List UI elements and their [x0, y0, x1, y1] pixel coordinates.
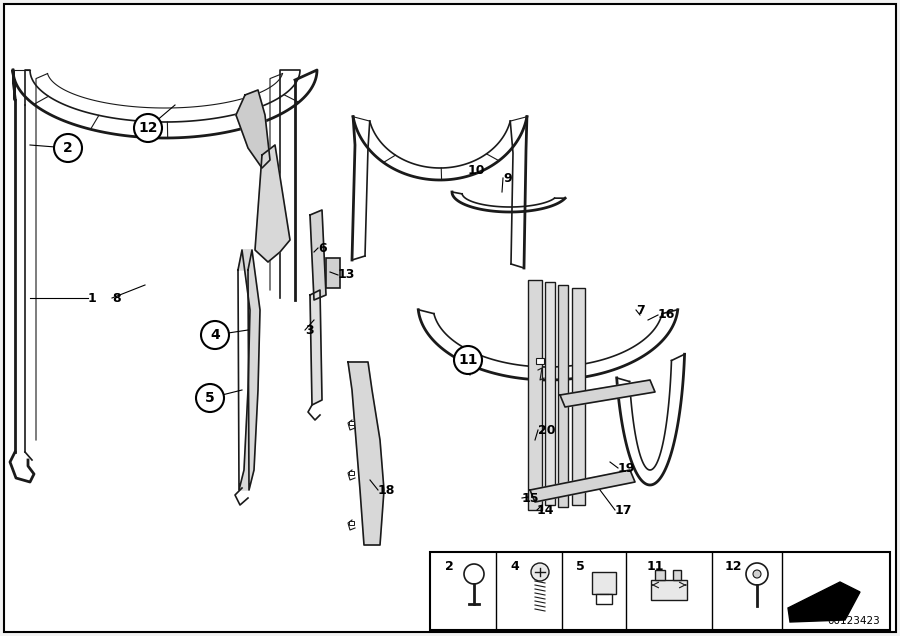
Bar — [651, 580, 687, 600]
Text: 5: 5 — [576, 560, 584, 573]
Text: 14: 14 — [537, 504, 554, 516]
Text: 9: 9 — [503, 172, 511, 184]
Bar — [430, 552, 890, 630]
Polygon shape — [310, 290, 322, 405]
Text: 16: 16 — [658, 308, 675, 322]
Polygon shape — [788, 582, 860, 622]
Text: 19: 19 — [618, 462, 635, 474]
Bar — [655, 570, 665, 580]
Polygon shape — [242, 250, 260, 310]
Circle shape — [746, 563, 768, 585]
Bar — [326, 258, 340, 288]
Bar — [536, 358, 544, 364]
Bar — [673, 570, 681, 580]
Text: 17: 17 — [615, 504, 633, 516]
Polygon shape — [530, 470, 635, 502]
Text: 2: 2 — [63, 141, 73, 155]
Text: 20: 20 — [538, 424, 555, 436]
Text: 12: 12 — [724, 560, 742, 573]
Bar — [349, 471, 354, 475]
Text: 4: 4 — [510, 560, 519, 573]
Polygon shape — [310, 210, 326, 300]
Text: 1: 1 — [88, 291, 97, 305]
Bar — [349, 521, 354, 525]
Polygon shape — [255, 145, 290, 262]
Text: 8: 8 — [112, 291, 121, 305]
Bar — [349, 421, 354, 425]
Bar — [528, 280, 542, 510]
Circle shape — [454, 346, 482, 374]
Polygon shape — [238, 250, 252, 270]
Bar — [545, 282, 555, 505]
Polygon shape — [348, 362, 384, 545]
Text: 10: 10 — [468, 163, 485, 177]
Text: 00123423: 00123423 — [827, 616, 880, 626]
Circle shape — [201, 321, 229, 349]
Circle shape — [54, 134, 82, 162]
Text: 18: 18 — [378, 483, 395, 497]
Circle shape — [134, 114, 162, 142]
Bar — [558, 285, 568, 507]
Text: 12: 12 — [139, 121, 158, 135]
Polygon shape — [248, 310, 260, 390]
Polygon shape — [236, 90, 270, 168]
Text: 7: 7 — [636, 303, 644, 317]
Polygon shape — [560, 380, 655, 407]
Circle shape — [753, 570, 761, 578]
Bar — [592, 572, 616, 594]
Text: 5: 5 — [205, 391, 215, 405]
Text: 6: 6 — [318, 242, 327, 254]
Polygon shape — [239, 470, 254, 490]
Polygon shape — [244, 390, 258, 470]
Bar — [596, 594, 612, 604]
Text: 3: 3 — [305, 324, 313, 336]
Circle shape — [531, 563, 549, 581]
Text: 11: 11 — [458, 353, 478, 367]
Text: 13: 13 — [338, 268, 356, 282]
Circle shape — [464, 564, 484, 584]
Bar — [572, 288, 585, 505]
Circle shape — [196, 384, 224, 412]
Text: 15: 15 — [522, 492, 539, 504]
Text: 11: 11 — [646, 560, 664, 573]
Text: 4: 4 — [210, 328, 220, 342]
Text: 2: 2 — [445, 560, 454, 573]
